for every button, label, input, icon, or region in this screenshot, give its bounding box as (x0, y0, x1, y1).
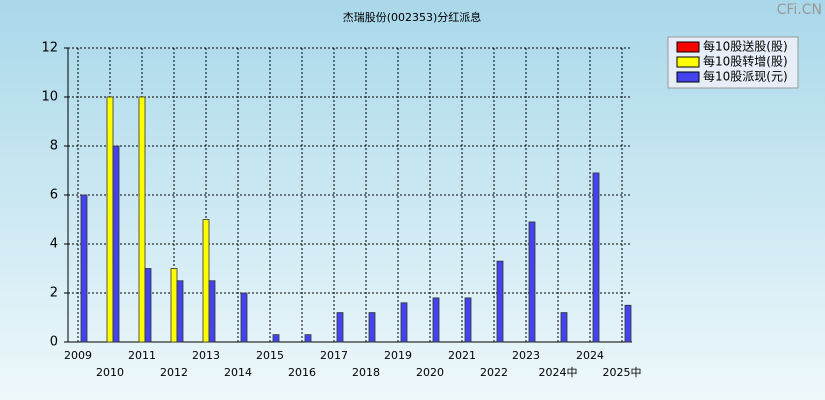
bar (138, 96, 146, 343)
x-tick-label: 2022 (480, 366, 508, 379)
bar (400, 302, 408, 343)
legend-swatch (676, 56, 700, 68)
x-tick-label: 2018 (352, 366, 380, 379)
y-tick-label: 6 (50, 188, 58, 203)
bar (272, 334, 280, 343)
x-tick-label: 2017 (320, 349, 348, 362)
bar (336, 312, 344, 343)
x-tick-label: 2016 (288, 366, 316, 379)
x-tick-label: 2024 (576, 349, 604, 362)
bar (592, 172, 600, 343)
legend-swatch (676, 41, 700, 53)
x-tick-label: 2014 (224, 366, 252, 379)
bar (560, 312, 568, 343)
x-tick-label: 2021 (448, 349, 476, 362)
x-tick-label: 2012 (160, 366, 188, 379)
x-tick-label: 2020 (416, 366, 444, 379)
bar (80, 194, 88, 343)
bar (176, 280, 184, 343)
legend-label: 每10股派现(元) (703, 69, 788, 84)
bar (464, 297, 472, 343)
watermark: CFi.CN (777, 2, 822, 18)
y-tick-label: 12 (41, 41, 58, 56)
bar (202, 219, 210, 343)
bar (624, 304, 632, 343)
legend-swatch (676, 71, 700, 83)
y-tick-label: 8 (50, 139, 58, 154)
legend-label: 每10股送股(股) (703, 39, 788, 54)
x-tick-label: 2024中 (539, 366, 578, 379)
x-tick-label: 2013 (192, 349, 220, 362)
x-tick-label: 2015 (256, 349, 284, 362)
y-tick-label: 2 (50, 286, 58, 301)
legend-label: 每10股转增(股) (703, 54, 788, 69)
y-tick-label: 4 (50, 237, 58, 252)
bar (112, 145, 120, 343)
y-tick-label: 10 (41, 90, 58, 105)
x-tick-label: 2025中 (603, 366, 642, 379)
bar (208, 280, 216, 343)
x-tick-label: 2019 (384, 349, 412, 362)
bar (144, 268, 152, 343)
bar (170, 268, 178, 343)
bar (528, 221, 536, 343)
x-tick-label: 2009 (64, 349, 92, 362)
bar (368, 312, 376, 343)
bar (240, 292, 248, 343)
y-tick-label: 0 (50, 335, 58, 350)
bar (496, 260, 504, 343)
bar (432, 297, 440, 343)
x-tick-label: 2023 (512, 349, 540, 362)
x-tick-label: 2010 (96, 366, 124, 379)
bar (304, 334, 312, 343)
x-tick-label: 2011 (128, 349, 156, 362)
bar (106, 96, 114, 343)
chart-title: 杰瑞股份(002353)分红派息 (343, 10, 482, 24)
